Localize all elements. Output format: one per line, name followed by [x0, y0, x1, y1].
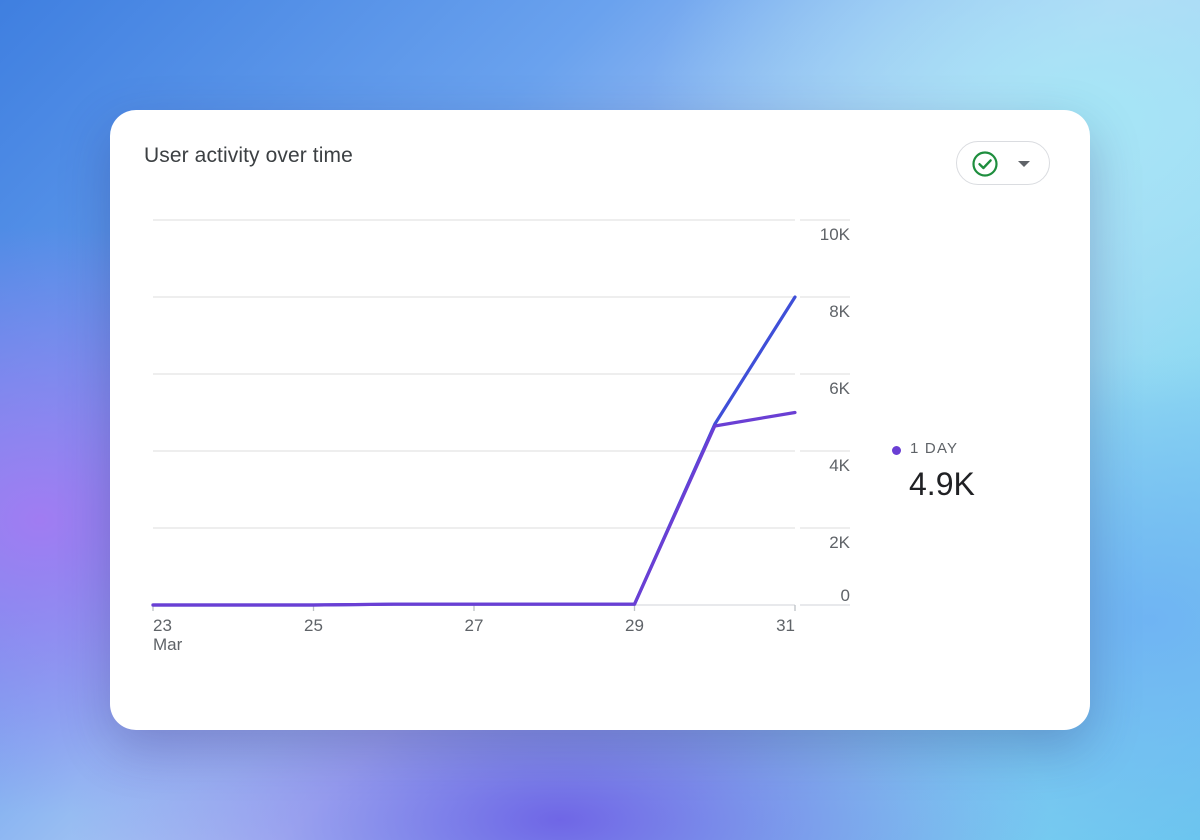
- user-activity-chart: 0 2K 4K 6K 8K 10K 23 25 27 29 31 Mar: [151, 219, 851, 654]
- card-title: User activity over time: [144, 144, 353, 167]
- legend-label: 1 DAY: [910, 440, 959, 457]
- x-tick-label: 31: [776, 616, 795, 635]
- y-tick-label: 0: [841, 586, 850, 605]
- x-sublabel: Mar: [153, 635, 183, 654]
- x-tick-label: 23: [153, 616, 172, 635]
- x-tick-label: 29: [625, 616, 644, 635]
- legend-value: 4.9K: [909, 466, 975, 502]
- x-tick-label: 27: [465, 616, 484, 635]
- y-tick-label: 6K: [829, 379, 850, 398]
- user-activity-card: User activity over time 0 2K 4K 6K 8K 10K 23 25…: [110, 110, 1090, 730]
- x-tick-label: 25: [304, 616, 323, 635]
- y-tick-label: 8K: [829, 302, 850, 321]
- y-tick-label: 2K: [829, 533, 850, 552]
- compare-dropdown-button[interactable]: [956, 141, 1050, 185]
- series-line: [151, 410, 797, 607]
- caret-down-icon: [1018, 161, 1030, 167]
- legend-dot: [892, 446, 901, 455]
- y-tick-label: 4K: [829, 456, 850, 475]
- y-tick-label: 10K: [820, 225, 851, 244]
- check-circle-icon: [971, 150, 999, 183]
